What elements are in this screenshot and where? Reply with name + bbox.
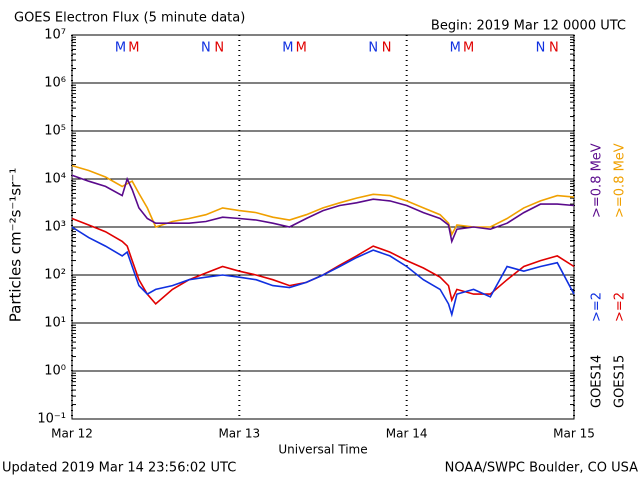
x-tick-label: Mar 13 (218, 427, 260, 441)
y-tick-label: 10⁵ (44, 124, 66, 139)
chart-title: GOES Electron Flux (5 minute data) (14, 11, 245, 26)
legend-title: GOES14 (590, 355, 605, 408)
y-tick-label: 10⁶ (44, 76, 66, 91)
series-line (71, 174, 575, 245)
annotation: N (201, 41, 211, 56)
annotation: N (214, 41, 224, 56)
x-tick-label: Mar 12 (51, 427, 93, 441)
footer-right: NOAA/SWPC Boulder, CO USA (445, 461, 638, 476)
series-line (71, 217, 575, 306)
legend-entry: >=0.8 MeV (590, 143, 605, 218)
annotation: M (282, 41, 293, 56)
annotation: M (450, 41, 461, 56)
legend-title: GOES15 (613, 355, 628, 408)
y-tick-label: 10² (44, 268, 66, 283)
chart-subtitle: Begin: 2019 Mar 12 0000 UTC (431, 19, 626, 34)
x-tick-label: Mar 14 (386, 427, 428, 441)
annotation: N (382, 41, 392, 56)
annotation: N (536, 41, 546, 56)
legend-entry: >=2 (590, 292, 605, 322)
legend-entry: >=2 (613, 292, 628, 322)
y-tick-label: 10⁷ (44, 28, 66, 43)
y-tick-label: 10¹ (44, 316, 66, 331)
series-line (71, 226, 575, 318)
series-line (71, 164, 575, 237)
y-axis-label: Particles cm⁻²s⁻¹sr⁻¹ (7, 168, 25, 322)
footer-left: Updated 2019 Mar 14 23:56:02 UTC (2, 461, 236, 476)
x-axis-label: Universal Time (278, 443, 367, 457)
annotation: N (368, 41, 378, 56)
annotation: M (296, 41, 307, 56)
annotation: N (549, 41, 559, 56)
legend-entry: >=0.8 MeV (613, 143, 628, 218)
x-tick-label: Mar 15 (553, 427, 595, 441)
y-tick-label: 10³ (44, 220, 66, 235)
annotation: M (463, 41, 474, 56)
y-tick-label: 10⁴ (44, 172, 66, 187)
y-tick-label: 10⁻¹ (37, 412, 66, 427)
annotation: M (115, 41, 126, 56)
annotation: M (128, 41, 139, 56)
y-tick-label: 10⁰ (44, 364, 66, 379)
